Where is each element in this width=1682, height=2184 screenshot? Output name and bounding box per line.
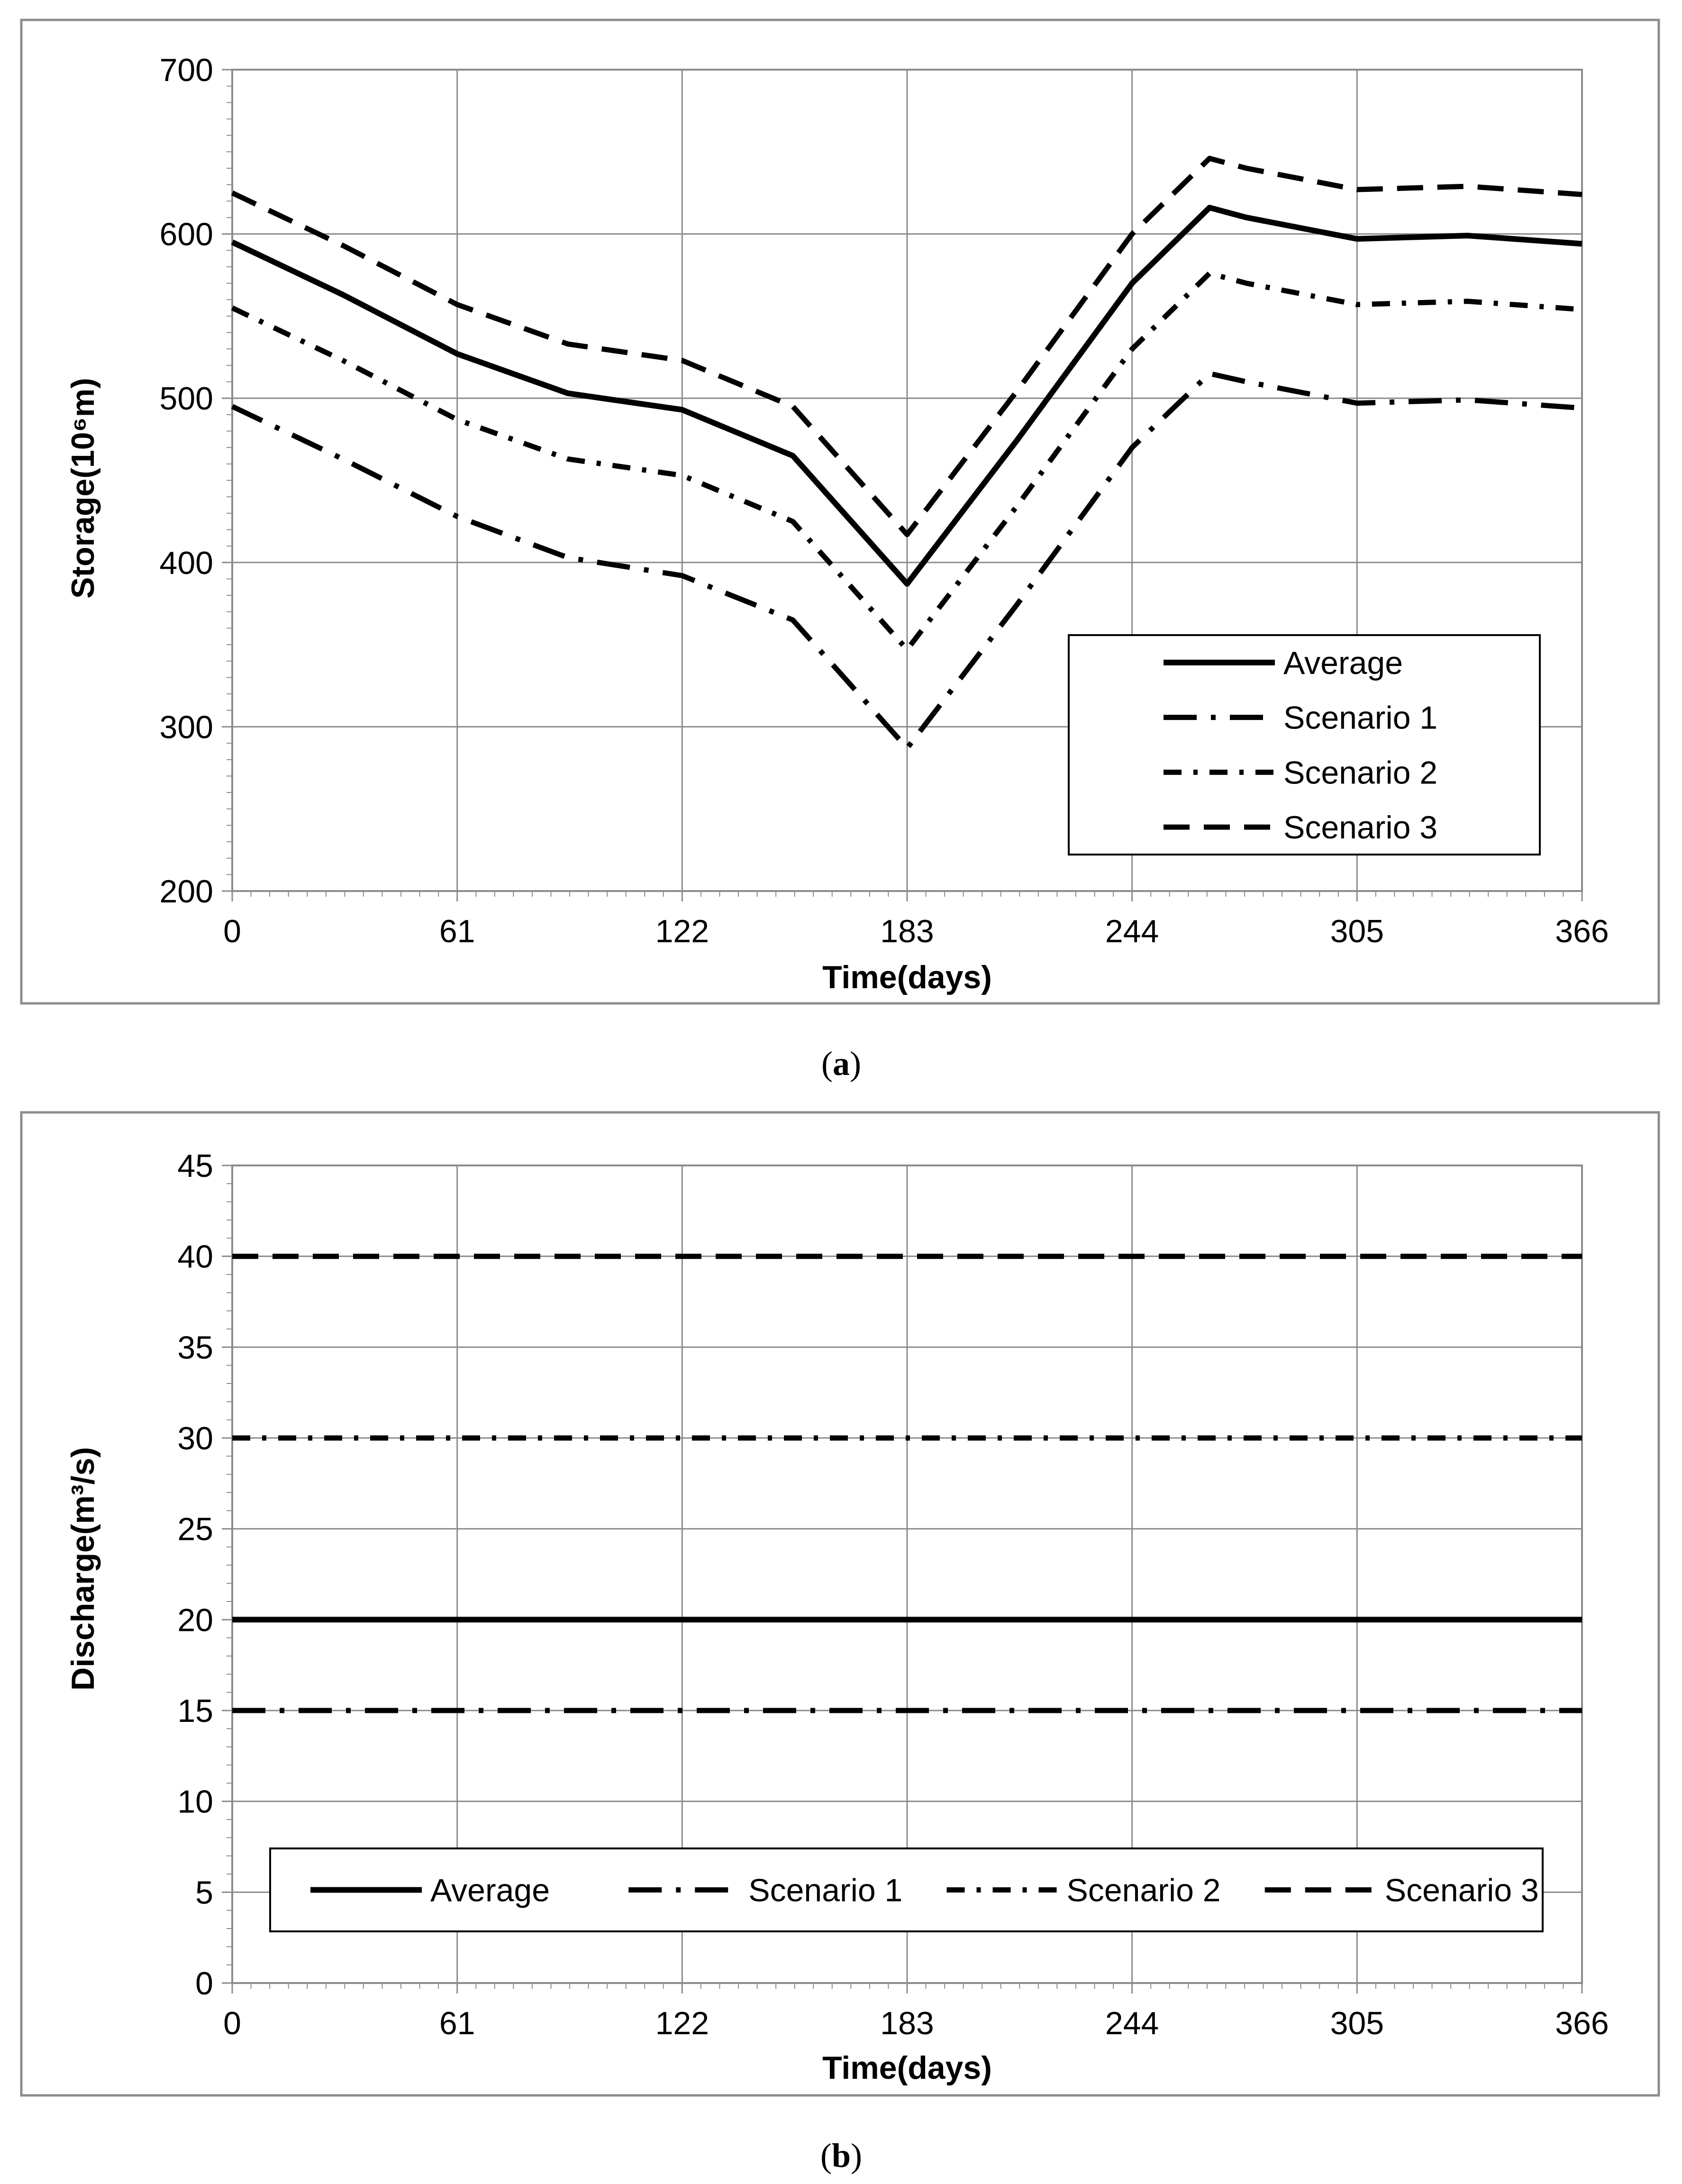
y-tick-label: 45 — [177, 1148, 213, 1184]
y-tick-label: 5 — [195, 1875, 213, 1911]
legend-label-average: Average — [1283, 645, 1403, 681]
legend-label-average: Average — [430, 1873, 550, 1909]
y-tick-label: 200 — [160, 874, 213, 910]
legend-label-scenario-2: Scenario 2 — [1283, 755, 1437, 791]
panel-a-caption: (a) — [821, 1045, 861, 1083]
y-tick-label: 10 — [177, 1784, 213, 1820]
panel-b-x-tick-labels: 0 61 122 183 244 305 366 — [223, 2005, 1609, 2041]
y-tick-label: 300 — [160, 709, 213, 745]
x-tick-label: 0 — [223, 913, 241, 949]
y-tick-label: 40 — [177, 1239, 213, 1275]
panel-a-grid — [222, 69, 1583, 901]
y-tick-label: 30 — [177, 1420, 213, 1456]
panel-a-series — [231, 155, 1582, 751]
x-tick-label: 366 — [1555, 2005, 1609, 2041]
panel-a-x-axis-title: Time(days) — [822, 959, 992, 995]
panel-b-caption-open: ( — [820, 2137, 832, 2175]
panel-b-y-axis-title: Discharge(m³/s) — [65, 1447, 101, 1691]
panel-a-legend-box — [1068, 634, 1541, 855]
y-tick-label: 20 — [177, 1602, 213, 1638]
y-tick-label: 25 — [177, 1511, 213, 1547]
panel-a-x-tick-labels: 0 61 122 183 244 305 366 — [223, 913, 1609, 949]
panel-a-storage-chart: 0 61 122 183 244 305 366 200 300 400 500 600 700 Ti… — [20, 18, 1660, 1083]
panel-b-legend: Average Scenario 1 Scenario 2 Scenario 3 — [269, 1847, 1544, 1932]
panel-b-x-axis-title: Time(days) — [822, 2050, 992, 2086]
x-tick-label: 305 — [1330, 2005, 1384, 2041]
panel-b-caption-letter: b — [832, 2137, 851, 2175]
y-tick-label: 15 — [177, 1693, 213, 1729]
y-tick-label: 500 — [160, 381, 213, 417]
panel-b-discharge-chart: 0 61 122 183 244 305 366 0 5 10 15 20 25 30 35 40 45 Ti… — [20, 1111, 1660, 2175]
x-tick-label: 244 — [1105, 2005, 1159, 2041]
y-tick-label: 0 — [195, 1966, 213, 2002]
panel-a-legend: Average Scenario 1 Scenario 2 Scenario 3 — [1068, 634, 1541, 855]
panel-b-caption-close: ) — [851, 2137, 862, 2175]
series-line-scenario-3 — [231, 155, 1582, 537]
panel-a-caption-close: ) — [850, 1045, 861, 1083]
legend-label-scenario-3: Scenario 3 — [1283, 810, 1437, 846]
x-tick-label: 366 — [1555, 913, 1609, 949]
x-tick-label: 122 — [655, 913, 709, 949]
series-line-average — [231, 205, 1582, 587]
series-line-scenario-1 — [231, 371, 1582, 751]
panel-b-minor-ticks — [227, 1183, 1564, 1989]
panel-b-y-tick-labels: 0 5 10 15 20 25 30 35 40 45 — [177, 1148, 213, 2002]
panel-a-y-axis-title: Storage(10⁶m) — [65, 378, 101, 599]
x-tick-label: 0 — [223, 2005, 241, 2041]
series-line-scenario-2 — [231, 271, 1582, 652]
y-tick-label: 35 — [177, 1329, 213, 1365]
panel-a-y-tick-labels: 200 300 400 500 600 700 — [160, 52, 213, 910]
x-tick-label: 183 — [880, 2005, 934, 2041]
y-tick-label: 600 — [160, 217, 213, 253]
legend-label-scenario-1: Scenario 1 — [1283, 700, 1437, 736]
y-tick-label: 700 — [160, 52, 213, 88]
x-tick-label: 244 — [1105, 913, 1159, 949]
x-tick-label: 61 — [439, 913, 475, 949]
legend-label-scenario-3: Scenario 3 — [1385, 1873, 1539, 1909]
panel-a-caption-letter: a — [833, 1045, 850, 1083]
y-tick-label: 400 — [160, 545, 213, 581]
panel-a-caption-open: ( — [821, 1045, 833, 1083]
legend-label-scenario-1: Scenario 1 — [748, 1873, 902, 1909]
panel-b-frame — [20, 1111, 1660, 2097]
panel-b-caption: (b) — [820, 2137, 862, 2175]
legend-label-scenario-2: Scenario 2 — [1067, 1873, 1221, 1909]
panel-b-series — [232, 1254, 1582, 1713]
x-tick-label: 122 — [655, 2005, 709, 2041]
panel-a-minor-ticks — [227, 85, 1564, 897]
x-tick-label: 61 — [439, 2005, 475, 2041]
x-tick-label: 183 — [880, 913, 934, 949]
x-tick-label: 305 — [1330, 913, 1384, 949]
